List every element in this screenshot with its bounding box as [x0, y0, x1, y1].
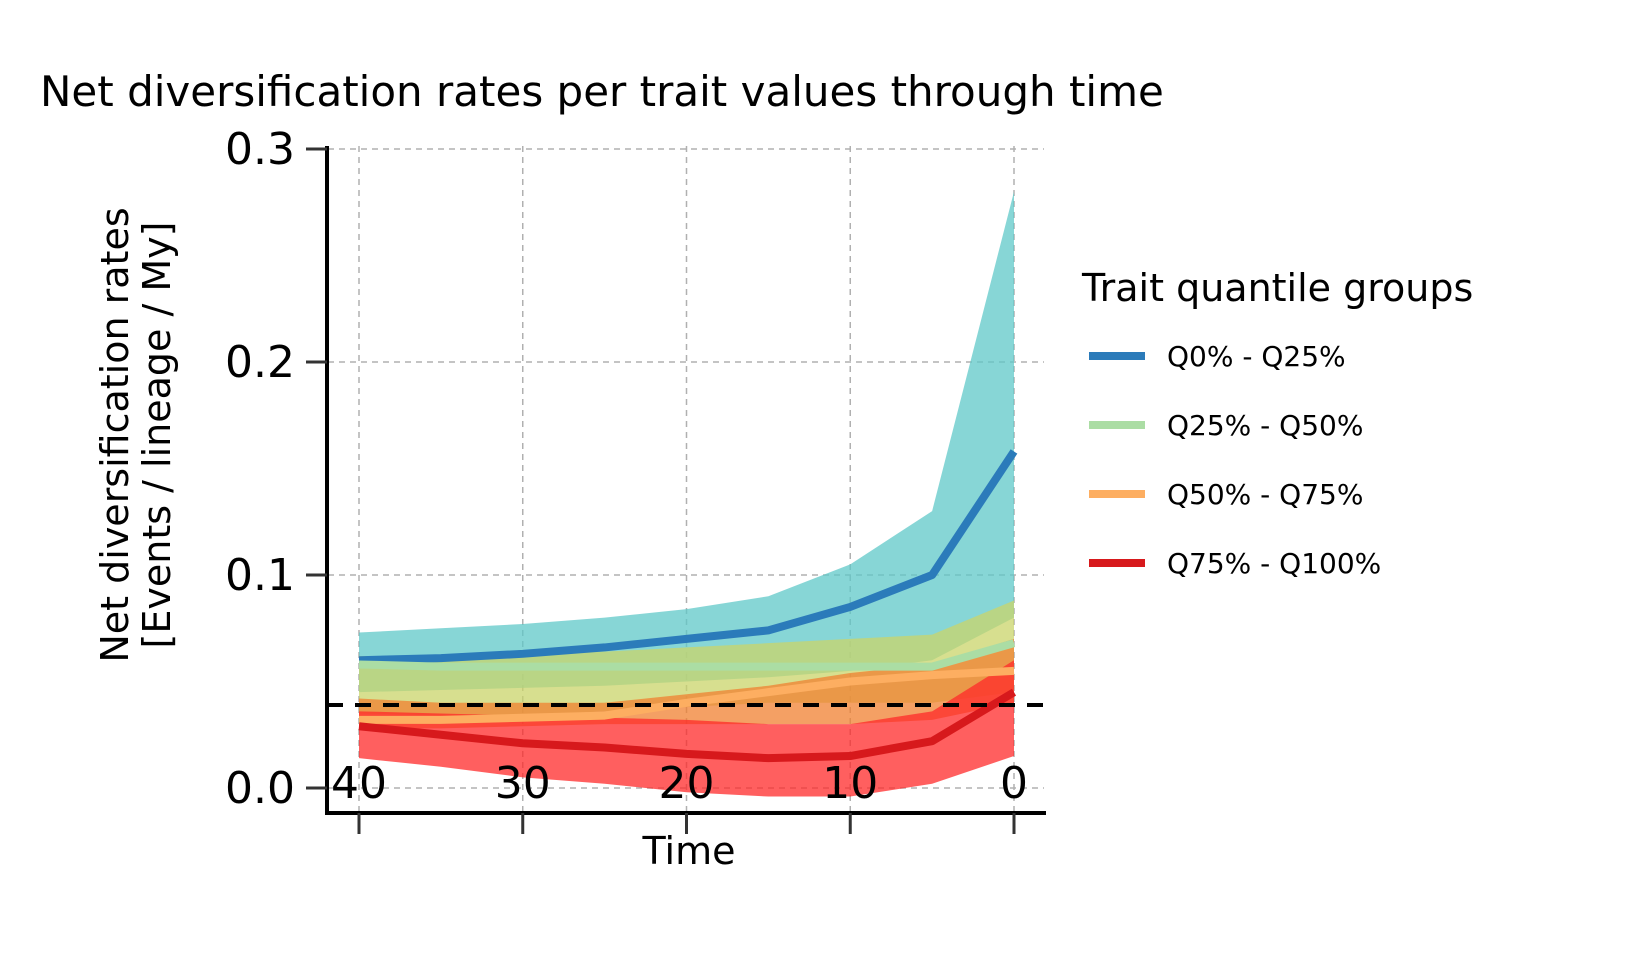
- x-tick-label: 20: [659, 758, 715, 809]
- y-axis-label-line-1: Net diversification rates: [93, 207, 137, 662]
- y-tick-label: 0.0: [225, 763, 295, 814]
- chart-title: Net diversification rates per trait valu…: [40, 67, 1164, 116]
- legend-label: Q75% - Q100%: [1167, 547, 1381, 580]
- y-ticks: 0.0 0.1 0.2 0.3: [225, 124, 327, 814]
- legend-label: Q0% - Q25%: [1167, 340, 1346, 373]
- x-tick-label: 0: [1000, 758, 1028, 809]
- y-tick-label: 0.3: [225, 124, 295, 175]
- x-tick-label: 30: [495, 758, 551, 809]
- y-axis-label: Net diversification rates [Events / line…: [93, 207, 179, 662]
- legend: Trait quantile groups Q0% - Q25% Q25% - Q…: [1081, 266, 1473, 580]
- legend-title: Trait quantile groups: [1081, 266, 1473, 310]
- x-tick-label: 10: [822, 758, 878, 809]
- y-tick-label: 0.1: [225, 550, 295, 601]
- band-1: [359, 192, 1014, 693]
- legend-label: Q25% - Q50%: [1167, 409, 1363, 442]
- x-tick-label: 40: [331, 758, 387, 809]
- x-axis-label: Time: [642, 829, 736, 873]
- legend-label: Q50% - Q75%: [1167, 478, 1363, 511]
- y-tick-label: 0.2: [225, 337, 295, 388]
- y-axis-label-line-2: [Events / lineage / My]: [135, 222, 179, 649]
